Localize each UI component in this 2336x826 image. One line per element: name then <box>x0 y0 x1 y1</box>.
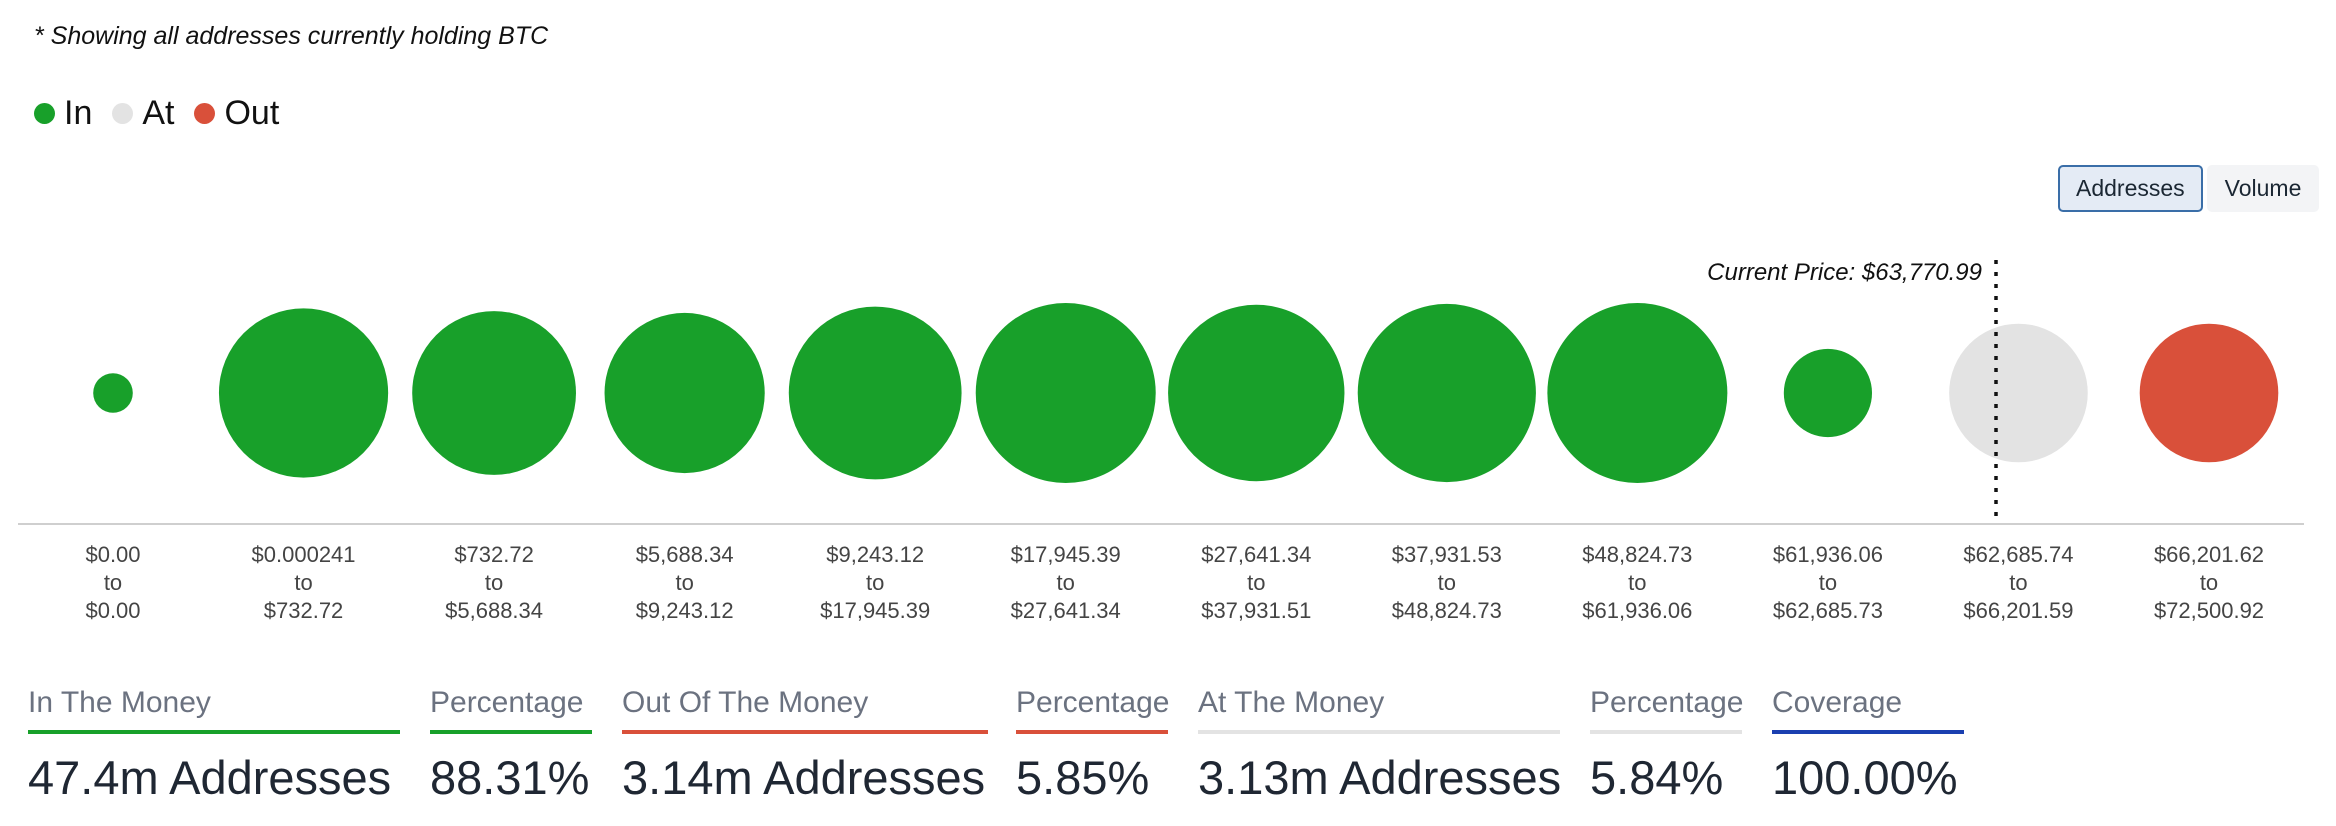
bubble-in[interactable] <box>1783 348 1873 438</box>
tick-label-to: to <box>2200 570 2218 595</box>
tick-label-to-value: $72,500.92 <box>2154 598 2264 623</box>
legend-label-in: In <box>64 94 93 132</box>
stat-in-the-money: In The Money 47.4m Addresses <box>28 686 400 805</box>
tick-label-to: to <box>1438 570 1456 595</box>
bubble-in[interactable] <box>93 373 133 413</box>
tick-label-from: $5,688.34 <box>636 542 734 567</box>
stat-label: Percentage <box>1016 686 1170 719</box>
bubble-in[interactable] <box>975 303 1156 483</box>
tick-label-to-value: $37,931.51 <box>1201 598 1311 623</box>
tick-label-from: $732.72 <box>454 542 534 567</box>
bubble-in[interactable] <box>1357 303 1536 483</box>
stat-value: 47.4m Addresses <box>28 751 392 804</box>
stat-value: 100.00% <box>1772 751 1958 804</box>
tick-label-to-value: $732.72 <box>264 598 344 623</box>
legend-item-in[interactable]: In <box>34 94 92 133</box>
tick-label-to: to <box>1247 570 1265 595</box>
stat-bar <box>430 730 592 734</box>
tick-label-to-value: $17,945.39 <box>820 598 930 623</box>
legend-dot-in-icon <box>34 103 55 124</box>
tick-label-to-value: $5,688.34 <box>445 598 543 623</box>
tick-label-to-value: $9,243.12 <box>636 598 734 623</box>
stat-label: Coverage <box>1772 686 1903 719</box>
stat-coverage: Coverage 100.00% <box>1772 686 1964 805</box>
bubble-chart: $0.00 to $0.00 $0.000241 to $732.72 $732.72 to $… <box>18 259 2304 623</box>
legend-item-out[interactable]: Out <box>194 94 279 133</box>
tick-label-to: to <box>1057 570 1075 595</box>
bubble-in[interactable] <box>604 312 765 474</box>
legend-item-at[interactable]: At <box>112 94 174 133</box>
volume-button[interactable]: Volume <box>2206 165 2320 212</box>
tick-label-to-value: $66,201.59 <box>1963 598 2073 623</box>
tick-label-to: to <box>2009 570 2027 595</box>
tick-label-from: $61,936.06 <box>1773 542 1883 567</box>
tick-label-to-value: $48,824.73 <box>1392 598 1502 623</box>
legend-label-at: At <box>142 94 175 132</box>
tick-label-from: $17,945.39 <box>1011 542 1121 567</box>
legend-label-out: Out <box>224 94 280 132</box>
bubble-at[interactable] <box>1949 323 2088 463</box>
bubble-in[interactable] <box>412 311 576 475</box>
stat-value: 5.84% <box>1590 751 1724 804</box>
bubble-out[interactable] <box>2139 323 2279 463</box>
tick-label-from: $27,641.34 <box>1201 542 1311 567</box>
tick-label-from: $9,243.12 <box>826 542 924 567</box>
bubble-in[interactable] <box>1547 303 1728 483</box>
tick-label-to: to <box>675 570 693 595</box>
tick-label-from: $66,201.62 <box>2154 542 2264 567</box>
tick-label-from: $37,931.53 <box>1392 542 1502 567</box>
legend-dot-out-icon <box>194 103 216 124</box>
metric-toggle: Addresses Volume <box>2058 165 2320 212</box>
stat-label: At The Money <box>1198 686 1385 719</box>
bubble-in[interactable] <box>1168 304 1345 482</box>
chart-legend: In At Out <box>34 94 299 133</box>
tick-label-to-value: $0.00 <box>85 598 140 623</box>
stat-at-percentage: Percentage 5.84% <box>1590 686 1744 805</box>
tick-label-from: $0.00 <box>85 542 140 567</box>
tick-label-to: to <box>485 570 503 595</box>
addresses-button[interactable]: Addresses <box>2058 165 2203 212</box>
tick-label-to: to <box>104 570 122 595</box>
stat-out-percentage: Percentage 5.85% <box>1016 686 1170 805</box>
stat-value: 3.14m Addresses <box>622 751 986 804</box>
tick-label-to-value: $27,641.34 <box>1011 598 1121 623</box>
stat-bar <box>622 730 988 734</box>
tick-label-from: $48,824.73 <box>1582 542 1692 567</box>
stat-bar <box>28 730 400 734</box>
stat-value: 5.85% <box>1016 751 1150 804</box>
stat-at-the-money: At The Money 3.13m Addresses <box>1198 686 1562 805</box>
stat-out-of-the-money: Out Of The Money 3.14m Addresses <box>622 686 988 805</box>
stat-bar <box>1016 730 1168 734</box>
current-price-label: Current Price: $63,770.99 <box>1707 259 1982 286</box>
stat-bar <box>1198 730 1560 734</box>
tick-label-to-value: $62,685.73 <box>1773 598 1883 623</box>
stat-in-percentage: Percentage 88.31% <box>430 686 592 805</box>
stat-label: Percentage <box>430 686 584 719</box>
stat-value: 3.13m Addresses <box>1198 751 1562 804</box>
tick-label-to: to <box>1628 570 1646 595</box>
stat-label: Percentage <box>1590 686 1744 719</box>
tick-label-to: to <box>1819 570 1837 595</box>
stats-row: In The Money 47.4m Addresses Percentage … <box>0 686 2336 826</box>
holding-note: * Showing all addresses currently holdin… <box>34 22 549 50</box>
tick-label-to-value: $61,936.06 <box>1582 598 1692 623</box>
tick-label-to: to <box>294 570 312 595</box>
stat-label: Out Of The Money <box>622 686 869 719</box>
stat-bar <box>1772 730 1964 734</box>
bubble-in[interactable] <box>218 308 389 478</box>
bubble-in[interactable] <box>788 306 962 480</box>
tick-label-from: $0.000241 <box>252 542 356 567</box>
tick-label-to: to <box>866 570 884 595</box>
stat-value: 88.31% <box>430 751 590 804</box>
tick-label-from: $62,685.74 <box>1963 542 2073 567</box>
stat-label: In The Money <box>28 686 211 719</box>
legend-dot-at-icon <box>112 103 134 124</box>
stat-bar <box>1590 730 1742 734</box>
